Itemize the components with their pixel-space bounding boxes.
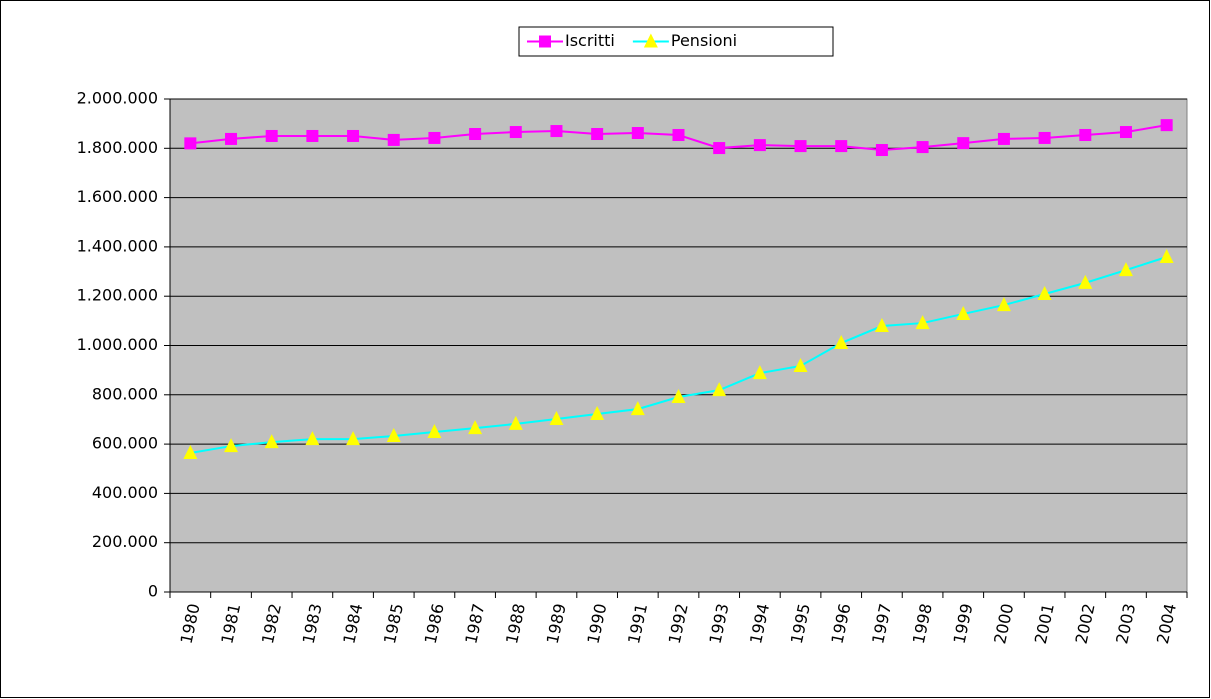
data-point bbox=[1118, 262, 1133, 277]
data-point bbox=[468, 420, 483, 435]
data-point bbox=[997, 132, 1010, 145]
data-point bbox=[184, 137, 197, 150]
data-point bbox=[469, 128, 482, 141]
data-point bbox=[793, 357, 808, 372]
data-point bbox=[996, 297, 1011, 312]
data-point bbox=[834, 335, 849, 350]
legend-marker bbox=[539, 35, 551, 48]
legend-label: Pensioni bbox=[671, 31, 737, 50]
y-tick-label: 600.000 bbox=[92, 434, 158, 453]
data-point bbox=[183, 444, 198, 459]
data-point bbox=[915, 315, 930, 330]
data-point bbox=[712, 382, 727, 397]
y-tick-label: 1.200.000 bbox=[77, 286, 158, 305]
legend-box bbox=[518, 26, 834, 57]
y-tick-label: 1.800.000 bbox=[77, 138, 158, 157]
data-point bbox=[1079, 128, 1092, 141]
data-point bbox=[752, 365, 767, 380]
y-tick-label: 2.000.000 bbox=[77, 89, 158, 108]
data-point bbox=[1037, 285, 1052, 300]
data-point bbox=[386, 427, 401, 442]
data-point bbox=[305, 431, 320, 446]
data-point bbox=[671, 389, 686, 404]
data-point bbox=[672, 128, 685, 141]
data-point bbox=[916, 141, 929, 154]
data-point bbox=[387, 133, 400, 146]
data-point bbox=[1160, 119, 1173, 132]
y-tick-label: 1.400.000 bbox=[77, 236, 158, 255]
y-tick-label: 1.600.000 bbox=[77, 187, 158, 206]
data-point bbox=[1078, 274, 1093, 289]
data-point bbox=[509, 126, 522, 139]
data-point bbox=[1159, 249, 1174, 264]
data-point bbox=[1119, 126, 1132, 139]
data-point bbox=[713, 142, 726, 155]
data-point bbox=[549, 410, 564, 425]
data-point bbox=[224, 438, 239, 453]
y-tick-label: 800.000 bbox=[92, 384, 158, 403]
data-point bbox=[957, 137, 970, 150]
data-point bbox=[264, 434, 279, 449]
data-point bbox=[347, 129, 360, 142]
data-point bbox=[346, 431, 361, 446]
data-point bbox=[427, 424, 442, 439]
y-tick-label: 1.000.000 bbox=[77, 335, 158, 354]
data-point bbox=[794, 140, 807, 153]
data-point bbox=[630, 401, 645, 416]
y-tick-label: 200.000 bbox=[92, 532, 158, 551]
y-tick-label: 0 bbox=[148, 582, 158, 601]
legend-marker bbox=[643, 33, 658, 48]
data-point bbox=[631, 127, 644, 140]
data-point bbox=[753, 139, 766, 152]
data-point bbox=[874, 318, 889, 333]
data-point bbox=[225, 132, 238, 145]
data-point bbox=[1038, 131, 1051, 144]
data-point bbox=[591, 128, 604, 141]
data-point bbox=[428, 131, 441, 144]
legend-label: Iscritti bbox=[565, 31, 615, 50]
data-point bbox=[265, 129, 278, 142]
legend: Iscritti Pensioni bbox=[518, 26, 834, 57]
data-point bbox=[306, 129, 319, 142]
data-point bbox=[835, 140, 848, 153]
data-point bbox=[550, 125, 563, 138]
data-point bbox=[875, 144, 888, 157]
data-point bbox=[508, 415, 523, 430]
data-point bbox=[590, 406, 605, 421]
data-point bbox=[956, 305, 971, 320]
y-tick-label: 400.000 bbox=[92, 483, 158, 502]
